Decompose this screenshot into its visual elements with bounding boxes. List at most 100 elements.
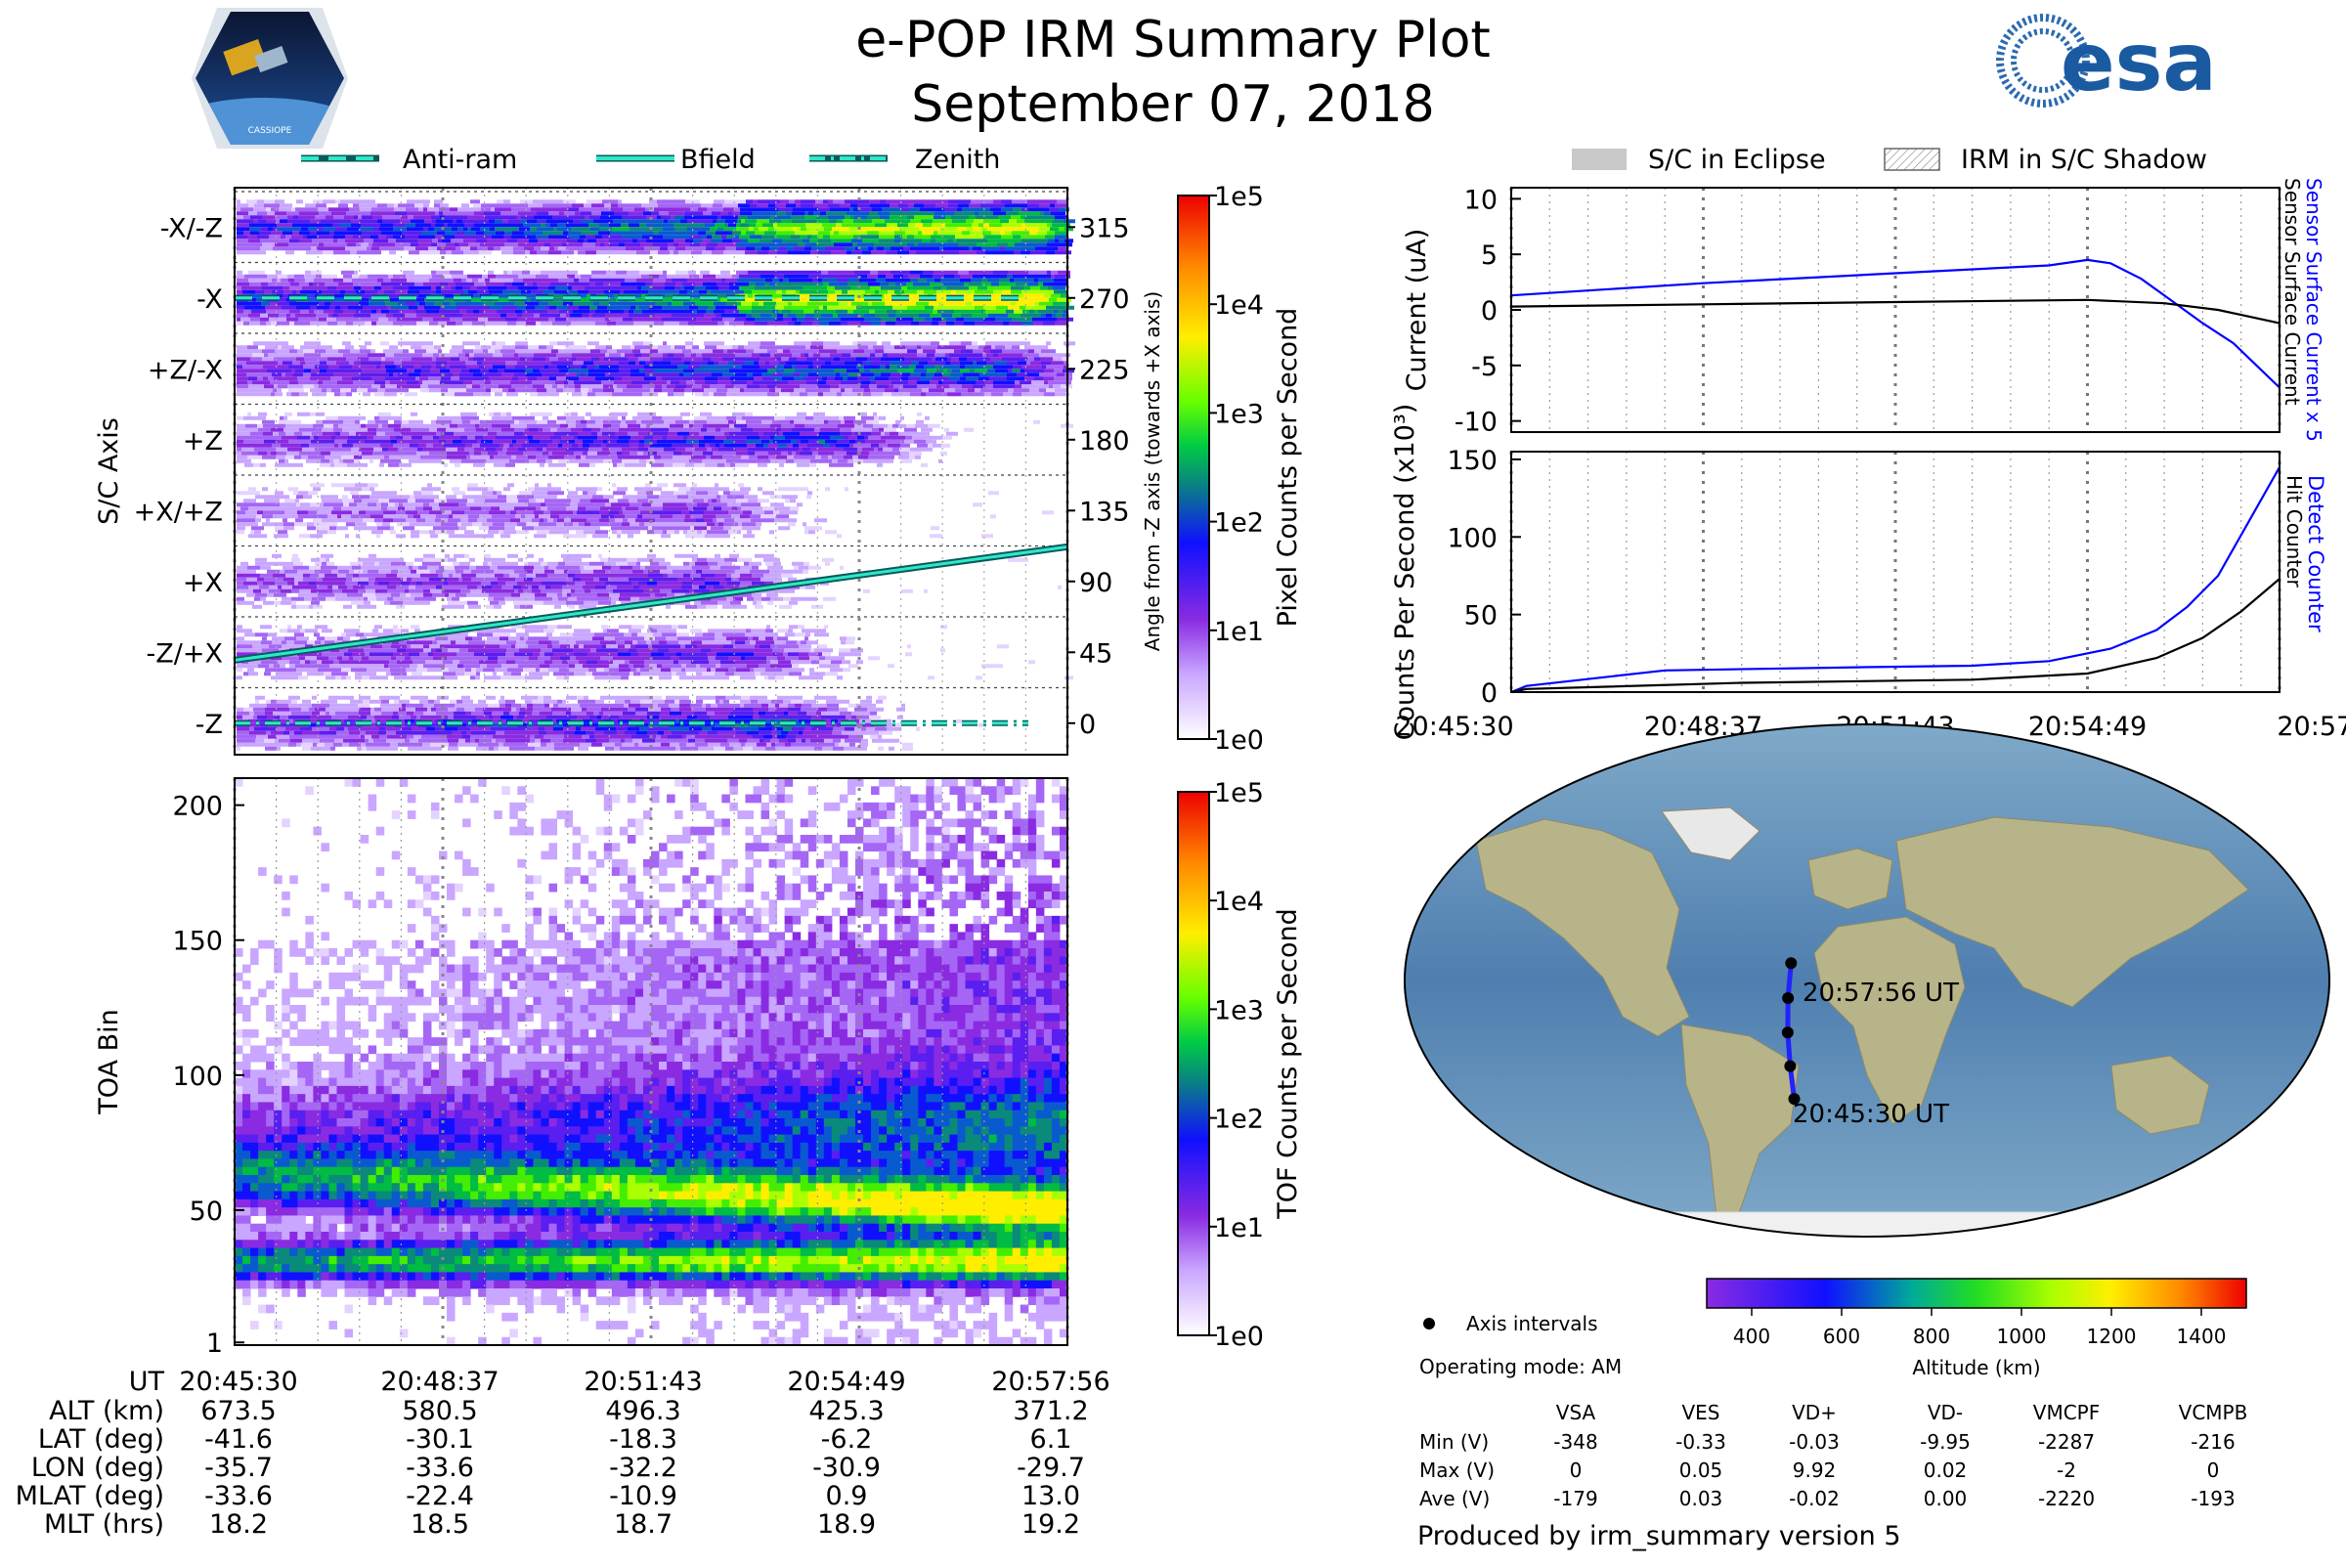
heat-cell-315 xyxy=(504,231,512,236)
heat-cell-270 xyxy=(319,301,325,306)
heat-cell-315 xyxy=(661,215,671,220)
heat-cell-270 xyxy=(548,285,555,290)
heat-cell-315 xyxy=(548,211,559,216)
heat-cell-225 xyxy=(919,361,928,366)
heat-cell-180 xyxy=(900,443,910,448)
heat-cell-225 xyxy=(493,372,501,377)
heat-cell-270 xyxy=(429,278,440,283)
heat-cell-315 xyxy=(810,250,818,255)
heat-cell-315 xyxy=(373,227,379,232)
heat-cell-270 xyxy=(381,285,393,290)
heat-cell-225 xyxy=(760,345,772,350)
heat-cell-225 xyxy=(667,365,677,370)
heat-cell-315 xyxy=(891,250,897,255)
heat-cell-180 xyxy=(856,451,869,456)
heat-cell-315 xyxy=(490,227,495,232)
heat-cell-180 xyxy=(286,451,299,456)
heat-cell-180 xyxy=(391,439,397,444)
heat-cell-180 xyxy=(518,447,526,452)
heat-cell-270 xyxy=(380,321,393,326)
heat-cell-270 xyxy=(748,293,753,298)
heat-cell-270 xyxy=(245,282,249,286)
heat-cell-225 xyxy=(397,384,408,389)
heat-cell-180 xyxy=(510,423,521,428)
heat-cell-180 xyxy=(601,455,608,459)
heat-cell-270 xyxy=(338,313,350,318)
heat-cell-270 xyxy=(987,293,996,298)
heat-cell-315 xyxy=(562,219,566,224)
heat-cell-315 xyxy=(346,211,350,216)
heat-cell-180 xyxy=(610,412,622,416)
heat-cell-225 xyxy=(717,376,730,381)
heat-cell-225 xyxy=(502,345,515,350)
heat-cell-225 xyxy=(585,372,588,377)
heat-cell-270 xyxy=(632,282,645,286)
heat-cell-270 xyxy=(1024,317,1032,322)
heat-cell-225 xyxy=(811,341,823,346)
heat-cell-180 xyxy=(658,431,668,436)
heat-cell-270 xyxy=(254,274,267,279)
heat-cell-315 xyxy=(941,223,945,228)
heat-cell-225 xyxy=(925,384,936,389)
heat-cell-225 xyxy=(776,384,783,389)
heat-cell-315 xyxy=(671,215,674,220)
heat-cell-180 xyxy=(439,439,446,444)
heat-cell-315 xyxy=(1053,242,1061,247)
heat-cell-225 xyxy=(943,369,947,373)
heat-cell-180 xyxy=(472,412,477,416)
heat-cell-225 xyxy=(428,376,441,381)
heat-cell-225 xyxy=(855,384,860,389)
heat-cell-225 xyxy=(747,369,755,373)
heat-cell-225 xyxy=(533,357,545,362)
heat-cell-180 xyxy=(888,443,900,448)
heat-cell-270 xyxy=(388,274,393,279)
heat-cell-270 xyxy=(779,278,783,283)
heat-cell-270 xyxy=(731,289,744,294)
heat-cell-180 xyxy=(630,427,639,432)
heat-cell-270 xyxy=(877,305,885,310)
heat-cell-315 xyxy=(978,211,989,216)
heat-cell-270 xyxy=(978,285,987,290)
heat-cell-225 xyxy=(775,388,781,393)
heat-cell-315 xyxy=(1032,235,1045,240)
heat-cell-225 xyxy=(702,353,708,358)
heat-cell-315 xyxy=(420,219,424,224)
heat-cell-225 xyxy=(544,353,556,358)
heat-cell-225 xyxy=(285,372,293,377)
heat-cell-270 xyxy=(283,289,292,294)
heat-cell-180 xyxy=(670,423,679,428)
heat-cell-180 xyxy=(260,443,272,448)
legend-anti-ram: Anti-ram xyxy=(301,145,517,175)
heat-cell-270 xyxy=(870,285,877,290)
heat-cell-225 xyxy=(939,376,949,381)
heat-cell-315 xyxy=(732,239,740,243)
heat-cell-225 xyxy=(673,376,684,381)
heat-cell-225 xyxy=(447,372,453,377)
heat-cell-315 xyxy=(330,219,341,224)
heat-cell-225 xyxy=(882,361,890,366)
heat-cell-180 xyxy=(393,443,397,448)
heat-cell-180 xyxy=(374,415,379,420)
heat-cell-315 xyxy=(266,215,275,220)
heat-cell-180 xyxy=(504,435,510,440)
heat-cell-225 xyxy=(985,341,997,346)
heat-cell-225 xyxy=(691,353,696,358)
heat-cell-180 xyxy=(812,451,818,456)
heat-cell-315 xyxy=(935,239,947,243)
heat-cell-270 xyxy=(507,270,512,275)
heat-cell-180 xyxy=(503,443,509,448)
heat-cell-180 xyxy=(629,439,639,444)
heat-cell-315 xyxy=(664,219,668,224)
heat-cell-270 xyxy=(814,309,819,314)
heat-cell-180 xyxy=(703,451,713,456)
heat-cell-270 xyxy=(350,317,363,322)
heat-cell-225 xyxy=(934,365,940,370)
heat-cell-225 xyxy=(240,369,251,373)
heat-cell-180 xyxy=(869,451,882,456)
heat-cell-315 xyxy=(237,246,248,251)
heat-cell-180 xyxy=(768,443,778,448)
heat-cell-180 xyxy=(589,435,597,440)
heat-cell-180 xyxy=(615,431,628,436)
heat-cell-225 xyxy=(282,345,294,350)
heat-cell-270 xyxy=(1021,301,1026,306)
